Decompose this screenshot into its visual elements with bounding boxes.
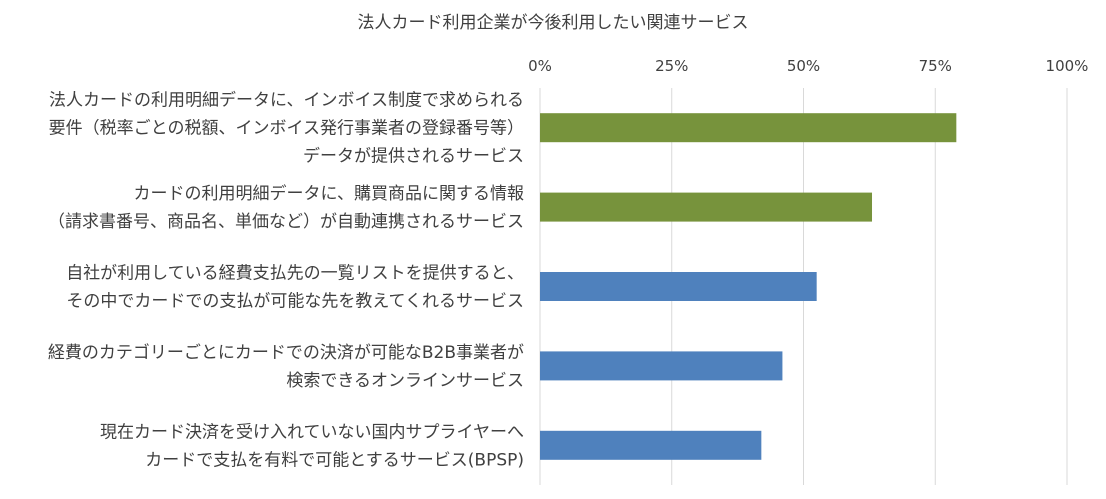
bar: [540, 272, 817, 301]
category-label: 現在カード決済を受け入れていない国内サプライヤーへカードで支払を有料で可能とする…: [100, 422, 524, 470]
bar: [540, 113, 957, 143]
category-labels: 法人カードの利用明細データに、インボイス制度で求められる要件（税率ごとの税額、イ…: [48, 90, 524, 471]
category-label-line: 要件（税率ごとの税額、インボイス発行事業者の登録番号等）: [49, 119, 524, 139]
bars: [540, 113, 957, 460]
category-label: 法人カードの利用明細データに、インボイス制度で求められる要件（税率ごとの税額、イ…: [49, 90, 524, 167]
chart-title: 法人カード利用企業が今後利用したい関連サービス: [358, 13, 749, 33]
category-label-line: その中でカードでの支払が可能な先を教えてくれるサービス: [66, 292, 524, 312]
category-label: 自社が利用している経費支払先の一覧リストを提供すると、その中でカードでの支払が可…: [66, 264, 524, 312]
category-label-line: カードで支払を有料で可能とするサービス(BPSP): [145, 450, 524, 470]
bar: [540, 192, 873, 222]
bar: [540, 430, 762, 460]
x-axis-ticks: 0% 25% 50% 75% 100%: [528, 57, 1088, 75]
category-label: カードの利用明細データに、購買商品に関する情報 （請求書番号、商品名、単価など）が…: [48, 183, 524, 232]
category-label-line: 検索できるオンラインサービス: [286, 371, 524, 391]
x-tick-label: 0%: [528, 57, 552, 75]
category-label-line: 法人カードの利用明細データに、インボイス制度で求められる: [49, 90, 524, 111]
x-tick-label: 25%: [655, 57, 688, 75]
category-label-line: 自社が利用している経費支払先の一覧リストを提供すると、: [66, 264, 524, 284]
x-tick-label: 50%: [787, 57, 820, 75]
x-tick-label: 100%: [1046, 57, 1089, 75]
category-label-line: 経費のカテゴリーごとにカードでの決済が可能なB2B事業者が: [48, 342, 524, 363]
category-label-line: （請求書番号、商品名、単価など）が自動連携されるサービス: [48, 212, 524, 232]
category-label-line: データが提供されるサービス: [303, 146, 524, 167]
x-tick-label: 75%: [919, 57, 952, 75]
bar: [540, 351, 783, 381]
category-label-line: カードの利用明細データに、購買商品に関する情報: [134, 183, 525, 204]
category-label-line: 現在カード決済を受け入れていない国内サプライヤーへ: [100, 422, 524, 442]
category-label: 経費のカテゴリーごとにカードでの決済が可能なB2B事業者が検索できるオンラインサ…: [48, 342, 524, 391]
